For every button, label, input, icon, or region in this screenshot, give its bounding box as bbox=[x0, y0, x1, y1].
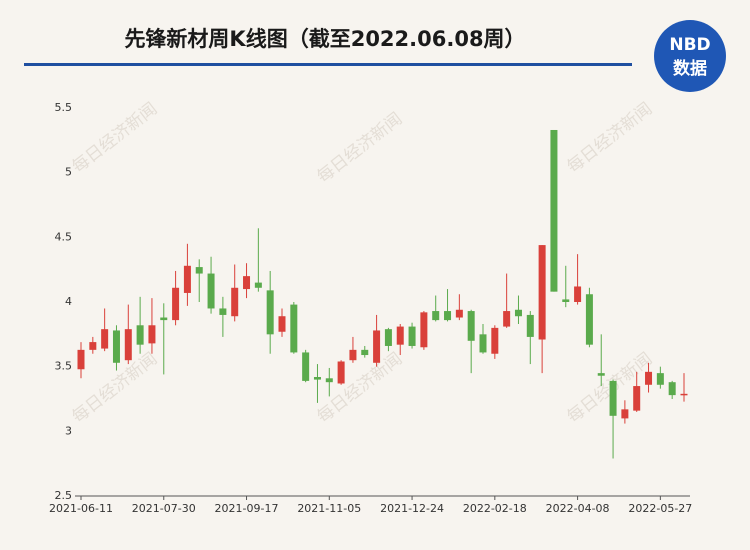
candle-body bbox=[550, 129, 558, 292]
candle-body bbox=[77, 349, 85, 370]
candle-body bbox=[633, 386, 641, 411]
candle-body bbox=[609, 380, 617, 416]
candle-body bbox=[408, 326, 416, 346]
candle-body bbox=[302, 352, 310, 381]
candle-body bbox=[254, 282, 262, 288]
x-tick-label: 2021-09-17 bbox=[215, 502, 279, 515]
x-tick-label: 2022-02-18 bbox=[463, 502, 527, 515]
candle-body bbox=[574, 286, 582, 302]
candle-body bbox=[562, 299, 570, 302]
candle-body bbox=[349, 349, 357, 361]
candle-body bbox=[361, 349, 369, 356]
candle-body bbox=[313, 377, 321, 380]
candle-body bbox=[432, 311, 440, 321]
x-tick-label: 2021-06-11 bbox=[49, 502, 113, 515]
candle-body bbox=[526, 314, 534, 337]
candle-body bbox=[136, 325, 144, 345]
candle-body bbox=[290, 304, 298, 353]
y-tick-label: 5.5 bbox=[55, 101, 73, 114]
candle-body bbox=[243, 276, 251, 290]
candle-body bbox=[585, 294, 593, 345]
candle-body bbox=[479, 334, 487, 353]
x-tick-label: 2022-04-08 bbox=[546, 502, 610, 515]
candle-body bbox=[645, 371, 653, 385]
candle-body bbox=[219, 308, 227, 315]
candle-body bbox=[538, 245, 546, 340]
title-rule bbox=[24, 63, 632, 66]
candle-body bbox=[455, 309, 463, 318]
candle-body bbox=[124, 329, 132, 361]
y-tick-label: 5 bbox=[65, 166, 72, 179]
candle-body bbox=[680, 393, 688, 396]
candle-body bbox=[207, 273, 215, 309]
chart-title: 先锋新材周K线图（截至2022.06.08周） bbox=[124, 27, 525, 51]
candle-body bbox=[384, 329, 392, 346]
x-tick-label: 2021-11-05 bbox=[297, 502, 361, 515]
logo-top: NBD bbox=[669, 35, 710, 55]
candle-body bbox=[444, 311, 452, 321]
y-tick-label: 3.5 bbox=[55, 360, 73, 373]
candle-body bbox=[266, 290, 274, 335]
candle-body bbox=[148, 325, 156, 344]
candle-body bbox=[231, 287, 239, 317]
candle-body bbox=[195, 267, 203, 274]
candle-body bbox=[337, 361, 345, 384]
candle-body bbox=[396, 326, 404, 345]
x-tick-label: 2021-12-24 bbox=[380, 502, 444, 515]
candle-body bbox=[160, 317, 168, 321]
candle-body bbox=[278, 316, 286, 332]
candle-body bbox=[89, 342, 97, 350]
candle-body bbox=[112, 330, 120, 363]
candle-body bbox=[668, 382, 676, 396]
x-tick-label: 2021-07-30 bbox=[132, 502, 196, 515]
candle-body bbox=[514, 309, 522, 317]
candle-body bbox=[656, 373, 664, 385]
candle-body bbox=[183, 265, 191, 293]
y-tick-label: 4.5 bbox=[55, 230, 73, 243]
candle-body bbox=[597, 373, 605, 376]
candle-body bbox=[373, 330, 381, 363]
candle-body bbox=[467, 311, 475, 341]
y-tick-label: 3 bbox=[65, 424, 72, 437]
candle-body bbox=[621, 409, 629, 419]
candle-body bbox=[172, 287, 180, 321]
y-tick-label: 2.5 bbox=[55, 489, 73, 502]
candle-body bbox=[101, 329, 109, 349]
y-tick-label: 4 bbox=[65, 295, 72, 308]
logo-badge bbox=[654, 20, 726, 92]
candle-body bbox=[491, 327, 499, 354]
candle-body bbox=[420, 312, 428, 348]
candle-body bbox=[325, 378, 333, 383]
candle-body bbox=[503, 311, 511, 327]
logo-bottom: 数据 bbox=[673, 58, 707, 79]
x-tick-label: 2022-05-27 bbox=[628, 502, 692, 515]
